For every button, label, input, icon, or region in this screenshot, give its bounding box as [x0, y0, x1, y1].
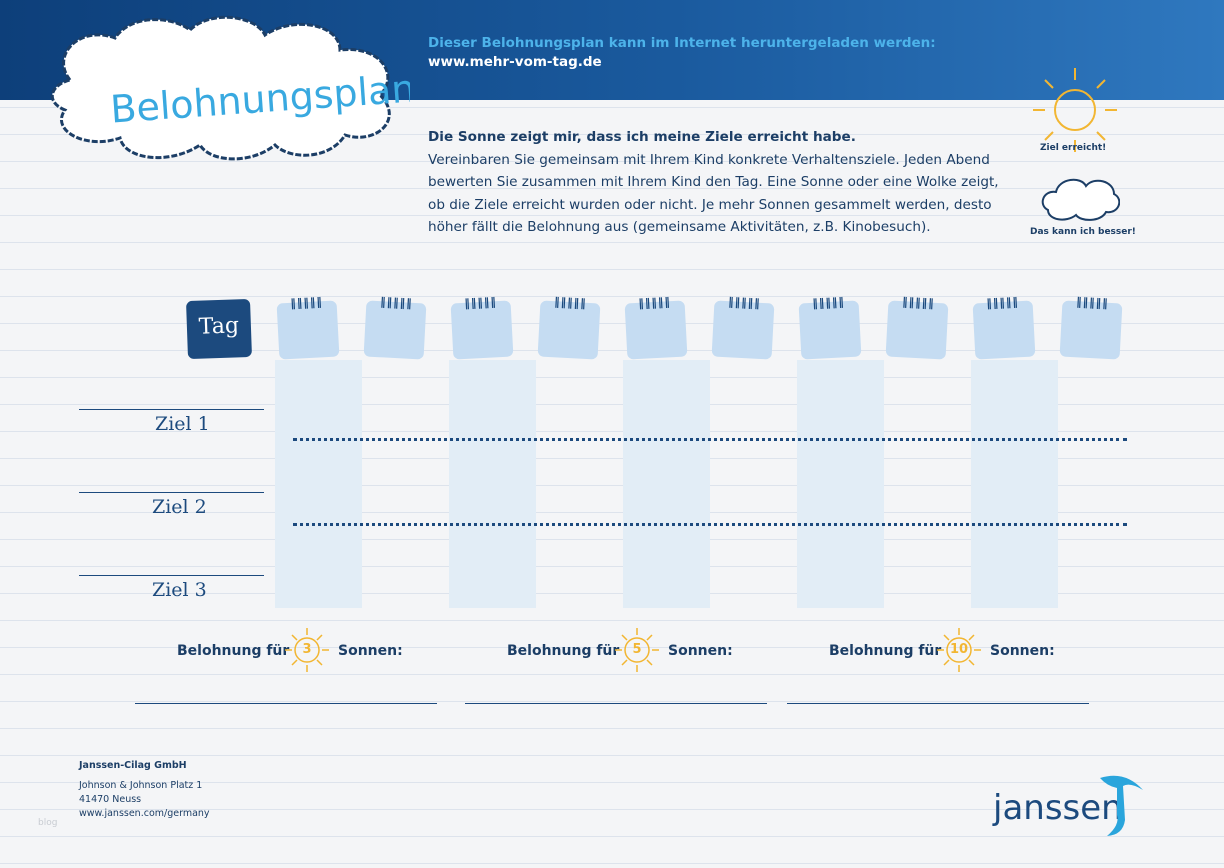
intro-heading: Die Sonne zeigt mir, dass ich meine Ziel…: [428, 129, 856, 145]
legend-sun: Ziel erreicht!: [1040, 143, 1107, 153]
address: Johnson & Johnson Platz 1 41470 Neuss ww…: [79, 779, 210, 821]
title-cloud: Belohnungsplan: [51, 15, 410, 161]
day-column: [623, 360, 710, 608]
calendar-icon: ‖‖‖‖‖: [537, 295, 601, 360]
day-column: [449, 360, 536, 608]
reward-suffix: Sonnen:: [338, 643, 403, 659]
legend-icons: [1033, 68, 1120, 221]
address-line: Johnson & Johnson Platz 1: [79, 780, 203, 791]
watermark: blog: [38, 818, 58, 828]
calendar-icon: ‖‖‖‖‖: [276, 295, 340, 360]
reward-count: 3: [302, 642, 312, 657]
logo-mark: [1100, 775, 1143, 836]
calendar-rings: ‖‖‖‖‖: [985, 295, 1020, 310]
legend-cloud: Das kann ich besser!: [1030, 227, 1136, 237]
goal-line: [79, 409, 264, 410]
calendar-rings: ‖‖‖‖‖: [901, 295, 936, 310]
calendar-rings: ‖‖‖‖‖: [463, 295, 498, 310]
calendar-rings: ‖‖‖‖‖: [811, 295, 846, 310]
calendar-rings: ‖‖‖‖‖: [637, 295, 672, 310]
dotted-line: [293, 438, 1127, 441]
reward-line: [465, 703, 767, 704]
day-column: [797, 360, 884, 608]
reward-count: 5: [632, 642, 642, 657]
calendar-icon: ‖‖‖‖‖: [711, 295, 775, 360]
calendar-icon: ‖‖‖‖‖: [972, 295, 1036, 360]
day-label: Tag: [198, 313, 240, 340]
calendar-icon: ‖‖‖‖‖: [363, 295, 427, 360]
logo: janssen: [993, 788, 1123, 828]
intro-text: Vereinbaren Sie gemeinsam mit Ihrem Kind…: [428, 149, 999, 239]
intro: Die Sonne zeigt mir, dass ich meine Ziel…: [428, 126, 999, 239]
reward-sun: 10: [935, 626, 983, 674]
day-icon: Tag: [186, 298, 252, 360]
reward-sun: 3: [283, 626, 331, 674]
goal-label: Ziel 3: [152, 579, 207, 601]
download-note: Dieser Belohnungsplan kann im Internet h…: [428, 35, 936, 51]
intro-line: bewerten Sie zusammen mit Ihrem Kind den…: [428, 174, 999, 190]
calendar-icon: ‖‖‖‖‖: [798, 295, 862, 360]
intro-line: höher fällt die Belohnung aus (gemeinsam…: [428, 219, 931, 235]
address-line: 41470 Neuss: [79, 794, 142, 805]
reward-line: [135, 703, 437, 704]
day-column: [971, 360, 1058, 608]
goal-label: Ziel 1: [155, 413, 210, 435]
reward-label: Belohnung für: [829, 643, 942, 659]
calendar-icon: ‖‖‖‖‖: [624, 295, 688, 360]
reward-label: Belohnung für: [507, 643, 620, 659]
calendar-icon: ‖‖‖‖‖: [885, 295, 949, 360]
company: Janssen-Cilag GmbH: [79, 760, 187, 771]
reward-suffix: Sonnen:: [990, 643, 1055, 659]
address-line: www.janssen.com/germany: [79, 808, 210, 819]
calendar-icon: ‖‖‖‖‖: [1059, 295, 1123, 360]
reward-suffix: Sonnen:: [668, 643, 733, 659]
url: www.mehr-vom-tag.de: [428, 54, 602, 70]
reward-line: [787, 703, 1089, 704]
goal-line: [79, 492, 264, 493]
dotted-line: [293, 523, 1127, 526]
day-column: [275, 360, 362, 608]
goal-line: [79, 575, 264, 576]
reward-sun: 5: [613, 626, 661, 674]
reward-label: Belohnung für: [177, 643, 290, 659]
calendar-rings: ‖‖‖‖‖: [289, 295, 324, 310]
intro-line: ob die Ziele erreicht wurden oder nicht.…: [428, 196, 992, 213]
calendar-rings: ‖‖‖‖‖: [553, 295, 588, 310]
calendar-rings: ‖‖‖‖‖: [379, 295, 414, 310]
reward-count: 10: [949, 642, 969, 657]
calendar-icon: ‖‖‖‖‖: [450, 295, 514, 360]
goal-label: Ziel 2: [152, 496, 207, 518]
calendar-rings: ‖‖‖‖‖: [1075, 295, 1110, 310]
calendar-rings: ‖‖‖‖‖: [727, 295, 762, 310]
intro-line: Vereinbaren Sie gemeinsam mit Ihrem Kind…: [428, 151, 990, 168]
